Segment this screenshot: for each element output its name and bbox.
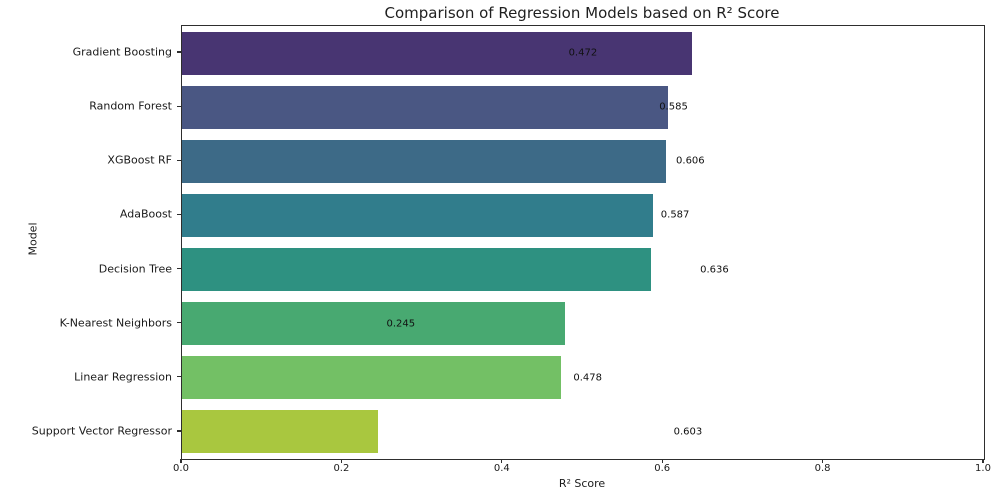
x-tick-mark xyxy=(501,459,503,463)
x-tick-label: 0.0 xyxy=(173,463,189,474)
x-tick-mark xyxy=(340,459,342,463)
y-tick-mark xyxy=(177,430,181,432)
bar-value-label: 0.587 xyxy=(660,209,690,221)
y-tick-label: XGBoost RF xyxy=(107,153,172,167)
bar xyxy=(182,248,652,292)
x-tick-mark xyxy=(180,459,182,463)
x-tick-label: 0.4 xyxy=(493,463,510,474)
y-tick-label: Decision Tree xyxy=(98,262,172,276)
x-tick-label: 1.0 xyxy=(975,463,991,474)
chart-title: Comparison of Regression Models based on… xyxy=(384,4,780,22)
y-tick-label: K-Nearest Neighbors xyxy=(59,316,172,330)
bar-value-label: 0.472 xyxy=(568,47,598,59)
x-tick-mark xyxy=(982,459,984,463)
bar xyxy=(182,85,668,129)
bar xyxy=(182,410,379,454)
bar-value-label: 0.603 xyxy=(673,426,703,438)
x-tick-label: 0.6 xyxy=(654,463,671,474)
x-axis-title: R² Score xyxy=(558,477,606,490)
x-tick-label: 0.8 xyxy=(814,463,831,474)
bar-value-label: 0.245 xyxy=(386,318,416,330)
bar xyxy=(182,356,561,400)
y-tick-mark xyxy=(177,322,181,324)
y-tick-label: AdaBoost xyxy=(119,207,172,221)
y-tick-label: Support Vector Regressor xyxy=(31,424,172,438)
y-tick-mark xyxy=(177,105,181,107)
bar xyxy=(182,193,653,237)
bar-value-label: 0.478 xyxy=(573,372,603,384)
bar-value-label: 0.585 xyxy=(659,101,688,113)
y-tick-mark xyxy=(177,159,181,161)
bar xyxy=(182,302,566,346)
x-tick-label: 0.2 xyxy=(333,463,350,474)
y-tick-mark xyxy=(177,267,181,270)
x-tick-mark xyxy=(822,459,824,463)
bar-value-label: 0.636 xyxy=(700,264,729,276)
bar-value-label: 0.606 xyxy=(676,155,705,167)
bar xyxy=(182,139,666,183)
y-axis-title: Model xyxy=(26,222,40,256)
y-tick-label: Linear Regression xyxy=(74,370,172,384)
bar xyxy=(182,31,693,75)
y-tick-mark xyxy=(177,376,181,378)
y-tick-mark xyxy=(177,213,181,216)
y-tick-mark xyxy=(177,51,181,53)
plot-area: 0.472 0.585 0.606 0.587 0.636 0.245 0.478 0.603 xyxy=(181,25,985,460)
y-tick-label: Gradient Boosting xyxy=(72,45,172,59)
x-tick-mark xyxy=(661,459,663,463)
y-tick-label: Random Forest xyxy=(89,99,172,113)
